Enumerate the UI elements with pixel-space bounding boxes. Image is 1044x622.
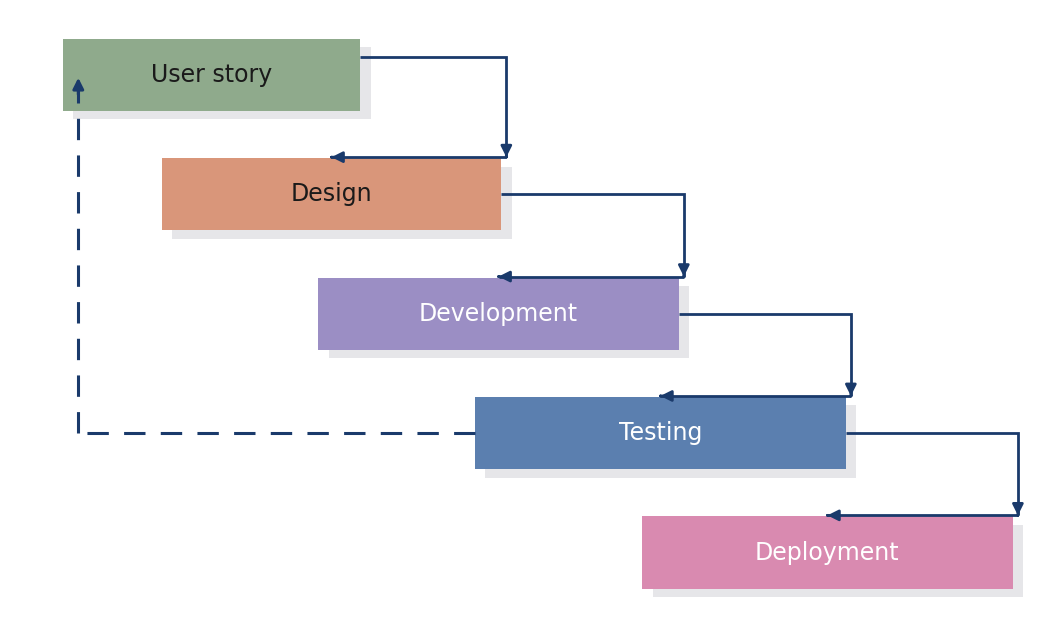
FancyBboxPatch shape — [475, 397, 846, 469]
FancyBboxPatch shape — [652, 525, 1023, 597]
Text: Development: Development — [419, 302, 578, 326]
FancyBboxPatch shape — [162, 158, 501, 231]
Text: Testing: Testing — [619, 421, 702, 445]
Text: Deployment: Deployment — [755, 541, 900, 565]
Text: User story: User story — [150, 63, 272, 87]
FancyBboxPatch shape — [485, 406, 856, 478]
Text: Design: Design — [290, 182, 373, 207]
FancyBboxPatch shape — [73, 47, 371, 119]
FancyBboxPatch shape — [318, 277, 679, 350]
FancyBboxPatch shape — [329, 286, 689, 358]
FancyBboxPatch shape — [172, 167, 512, 239]
FancyBboxPatch shape — [63, 39, 360, 111]
FancyBboxPatch shape — [642, 516, 1013, 588]
